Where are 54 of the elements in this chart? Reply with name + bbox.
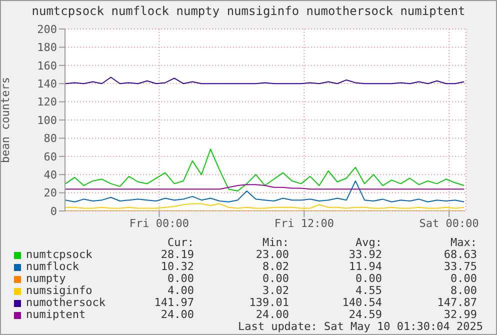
legend-label: numpty (26, 272, 66, 285)
text: 24.00 (256, 308, 289, 321)
line-series (65, 148, 465, 192)
x-tick-label: Fri 00:00 (129, 216, 190, 230)
legend-label: numflock (26, 260, 79, 273)
line-series (65, 180, 465, 202)
text: 0.00 (168, 272, 194, 285)
legend-label: numothersock (26, 296, 106, 309)
text: Max: (450, 236, 477, 249)
y-tick-label: 140 (37, 78, 57, 91)
y-tick-label: 80 (44, 132, 57, 146)
text: 10.32 (160, 260, 194, 273)
text: 8.02 (262, 260, 289, 273)
x-tick-label: Sat 00:00 (419, 216, 479, 230)
y-tick-label: 40 (44, 168, 57, 182)
text: 0.00 (262, 272, 289, 285)
text: Last update: Sat May 10 01:30:04 2025 (238, 320, 483, 333)
text: 11.94 (348, 260, 382, 273)
text: Min: (262, 236, 289, 249)
text: 32.99 (444, 308, 477, 321)
y-tick-label: 160 (37, 59, 57, 72)
text: 0.00 (450, 272, 477, 285)
y-tick-label: 200 (37, 22, 57, 36)
text: 147.87 (437, 296, 477, 309)
line-series (65, 76, 465, 84)
y-axis-title: bean counters (0, 76, 12, 164)
y-tick-label: 100 (37, 114, 57, 127)
text: 141.97 (154, 296, 194, 309)
text: 68.63 (444, 248, 477, 261)
text: 4.55 (356, 284, 382, 297)
legend-label: numiptent (26, 308, 86, 321)
text: 23.00 (256, 248, 289, 261)
text: Avg: (356, 236, 382, 249)
chart-title: numtcpsock numflock numpty numsiginfo numothersock numiptent (30, 4, 466, 18)
text: Cur: (168, 236, 194, 249)
text: 24.00 (160, 308, 194, 321)
text: 28.19 (160, 248, 194, 261)
text: 4.00 (168, 284, 194, 297)
text: 3.02 (262, 284, 289, 297)
legend-label: numsiginfo (26, 284, 92, 297)
text: 139.01 (249, 296, 289, 309)
text: 8.00 (450, 284, 477, 297)
text: 24.59 (348, 308, 382, 321)
y-tick-label: 20 (44, 186, 57, 200)
y-tick-label: 120 (37, 96, 57, 109)
y-tick-label: 0 (50, 204, 57, 218)
text: 33.92 (348, 248, 382, 261)
legend-label: numtcpsock (26, 248, 92, 261)
y-tick-label: 60 (44, 150, 57, 164)
text: 140.54 (342, 296, 382, 309)
y-tick-label: 180 (37, 41, 57, 54)
x-tick-label: Fri 12:00 (274, 216, 334, 230)
text: 33.75 (444, 260, 477, 273)
text: 0.00 (356, 272, 382, 285)
